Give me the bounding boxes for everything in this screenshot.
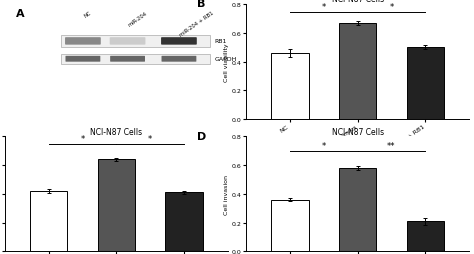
Title: NCI-N87 Cells: NCI-N87 Cells [331,127,383,136]
Bar [407,221,444,251]
FancyBboxPatch shape [161,38,197,45]
Bar [61,54,210,65]
Y-axis label: Cell viability: Cell viability [224,43,229,82]
Bar [271,54,309,120]
Bar [407,48,444,120]
Bar [30,191,67,251]
FancyBboxPatch shape [109,38,146,45]
Bar [165,193,203,251]
Text: *: * [389,3,393,12]
Text: A: A [16,9,25,19]
Text: B: B [197,0,205,9]
Text: miR-204: miR-204 [128,11,148,27]
Text: RB1: RB1 [215,39,227,44]
Text: D: D [197,131,206,141]
Bar [271,200,309,251]
Text: **: ** [387,141,396,150]
FancyBboxPatch shape [162,57,196,62]
Title: NCI-N87 Cells: NCI-N87 Cells [91,127,143,136]
Text: *: * [322,3,326,12]
FancyBboxPatch shape [65,38,101,45]
Bar [339,24,376,120]
Y-axis label: Cell invasion: Cell invasion [224,174,229,214]
FancyBboxPatch shape [110,57,145,62]
Bar [98,160,135,251]
Text: GAPDH: GAPDH [215,57,237,62]
Text: miR-204 + RB1: miR-204 + RB1 [179,11,215,38]
Text: *: * [148,135,152,144]
Bar [61,36,210,47]
Text: *: * [81,135,85,144]
Bar [339,168,376,251]
Text: NC: NC [83,11,92,19]
Title: NCI-N87 Cells: NCI-N87 Cells [331,0,383,4]
FancyBboxPatch shape [65,57,100,62]
Text: *: * [322,141,326,150]
